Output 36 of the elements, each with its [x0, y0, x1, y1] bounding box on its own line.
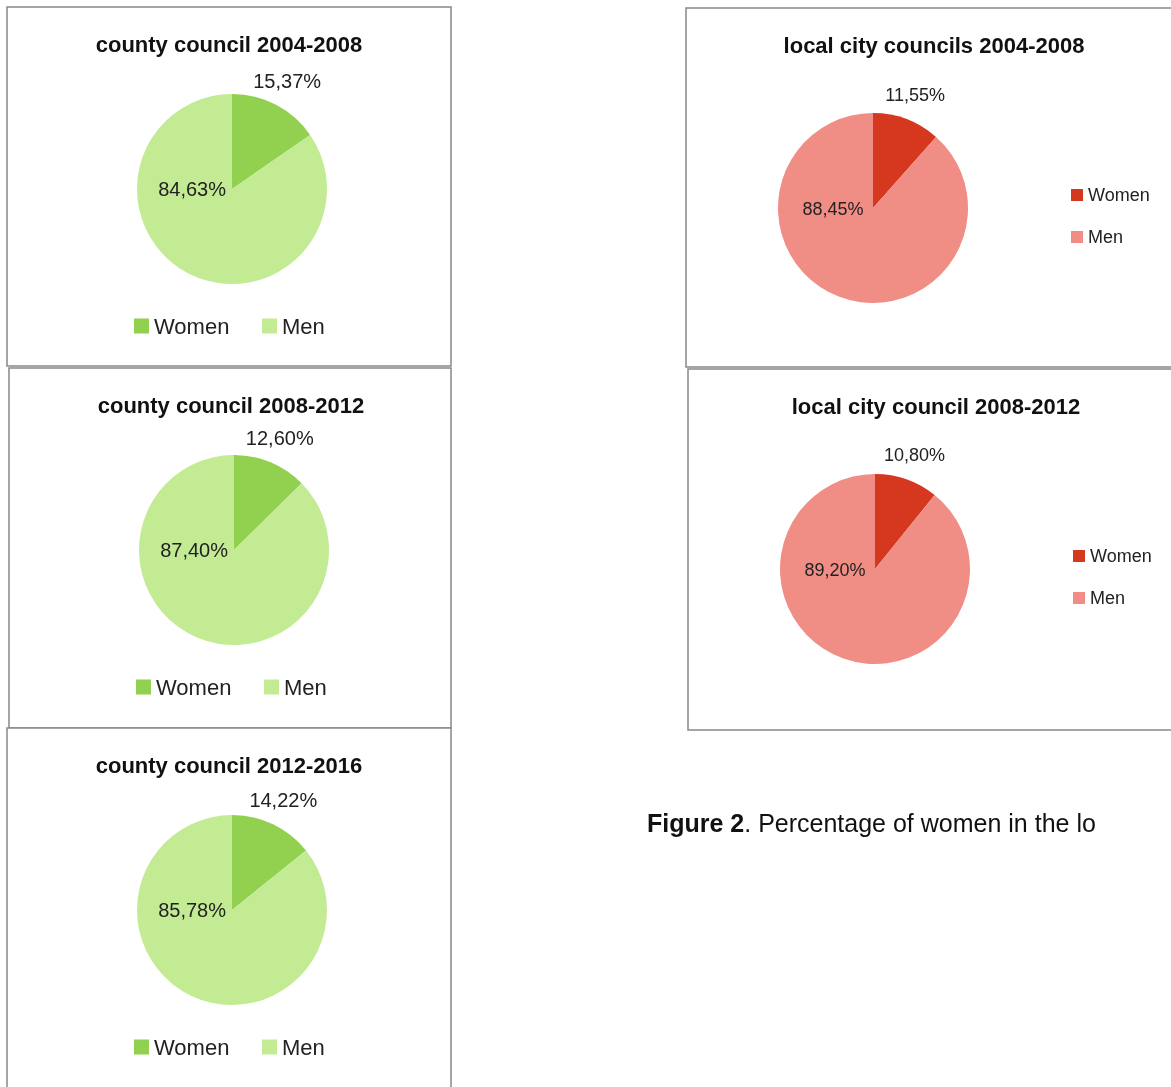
legend-label: Women	[154, 1034, 230, 1060]
data-label: 14,22%	[249, 789, 318, 812]
legend-label: Women	[1090, 546, 1152, 567]
legend-label: Women	[1088, 185, 1150, 206]
pie-slice	[875, 474, 935, 569]
pie-slice	[137, 94, 327, 284]
data-label: 85,78%	[158, 899, 227, 921]
data-label: 15,37%	[253, 70, 322, 93]
data-label: 89,20%	[804, 560, 866, 580]
pie-slice	[873, 113, 937, 208]
pie-slice	[234, 455, 302, 550]
pie-slice	[232, 94, 311, 189]
data-label: 84,63%	[158, 178, 227, 200]
pie-slice	[137, 815, 327, 1005]
data-label: 12,60%	[245, 426, 314, 449]
pie-slice	[780, 474, 970, 664]
legend-label: Men	[1090, 588, 1126, 609]
pie-slice	[139, 455, 329, 645]
pie-slice	[232, 815, 307, 910]
data-label: 88,45%	[802, 199, 864, 219]
legend-label: Women	[156, 674, 232, 700]
chart-title: local city councils 2004-2008	[783, 33, 1085, 58]
legend-label: Men	[284, 674, 327, 700]
data-label: 87,40%	[160, 539, 229, 561]
chart-title: county council 2004-2008	[95, 32, 363, 57]
data-label: 11,55%	[885, 85, 946, 106]
data-label: 10,80%	[883, 445, 946, 466]
chart-title: county council 2012-2016	[95, 753, 363, 778]
legend-label: Women	[154, 313, 230, 339]
legend-label: Men	[282, 1034, 325, 1060]
chart-title: county council 2008-2012	[97, 393, 365, 418]
legend-label: Men	[282, 313, 325, 339]
legend-label: Men	[1088, 227, 1124, 248]
pie-slice	[778, 113, 968, 303]
chart-title: local city council 2008-2012	[791, 394, 1081, 419]
caption: Figure 2. Percentage of women in the lo	[647, 809, 1096, 837]
